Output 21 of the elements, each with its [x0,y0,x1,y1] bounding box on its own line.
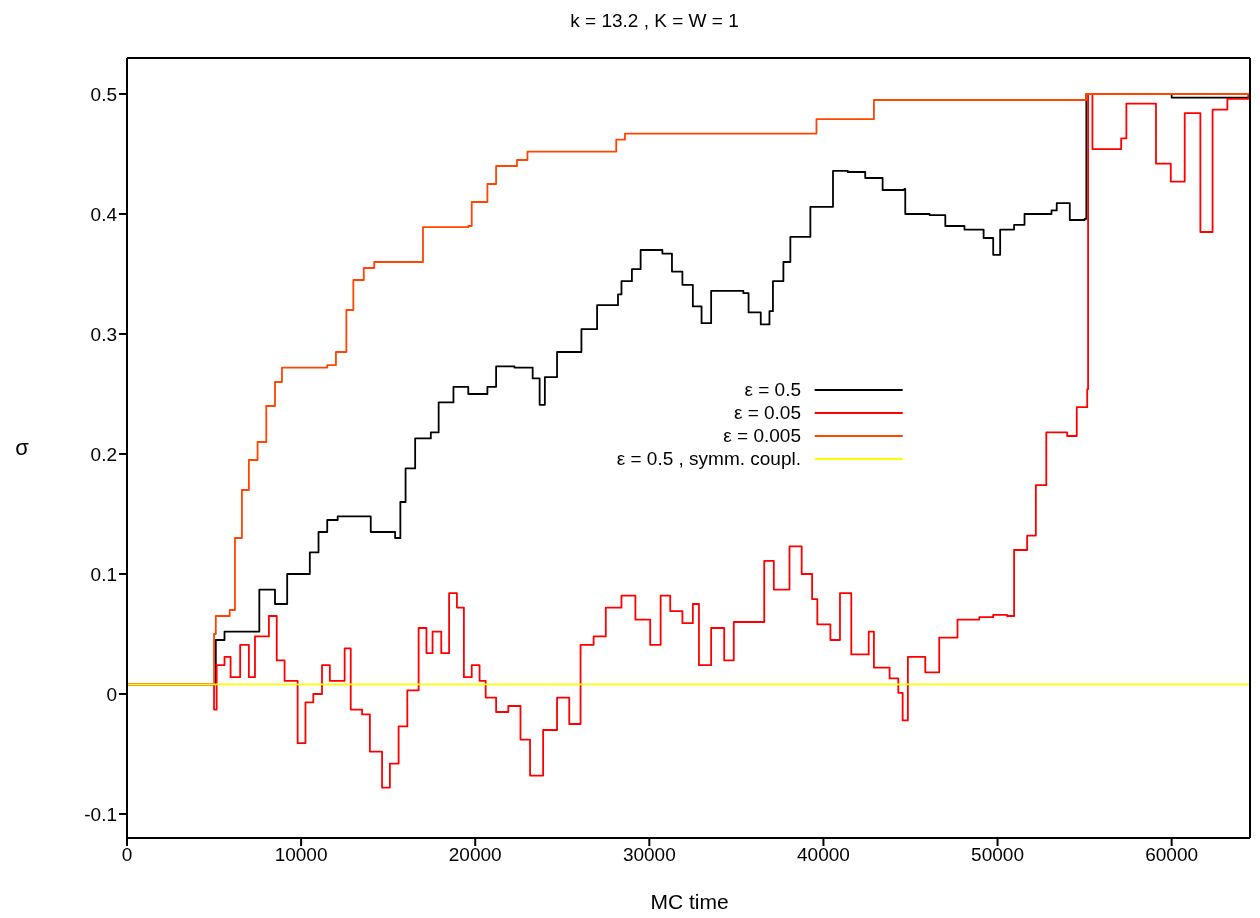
x-axis-title: MC time [649,890,730,914]
x-tick-label: 30000 [622,844,676,866]
y-tick-label: -0.1 [84,803,117,825]
chart-title: k = 13.2 , K = W = 1 [569,10,740,32]
y-tick-label: 0.2 [90,443,117,465]
y-tick-label: 0.3 [90,323,117,345]
y-axis-title: σ [14,435,30,461]
x-tick-label: 50000 [971,844,1024,866]
legend-label: ε = 0.5 [744,378,801,401]
x-tick-label: 0 [121,844,133,866]
y-tick-label: 0.4 [90,203,118,225]
x-tick-label: 20000 [448,844,502,866]
y-tick-label: 0.1 [90,563,117,585]
x-tick-label: 10000 [274,844,328,866]
legend-label: ε = 0.5 , symm. coupl. [616,447,801,470]
x-tick-label: 40000 [797,844,850,866]
y-tick-label: 0.5 [90,83,117,105]
y-tick-label: 0 [106,683,117,705]
legend-label: ε = 0.05 [733,401,801,424]
legend-label: ε = 0.005 [723,424,801,447]
x-tick-label: 60000 [1145,844,1199,866]
